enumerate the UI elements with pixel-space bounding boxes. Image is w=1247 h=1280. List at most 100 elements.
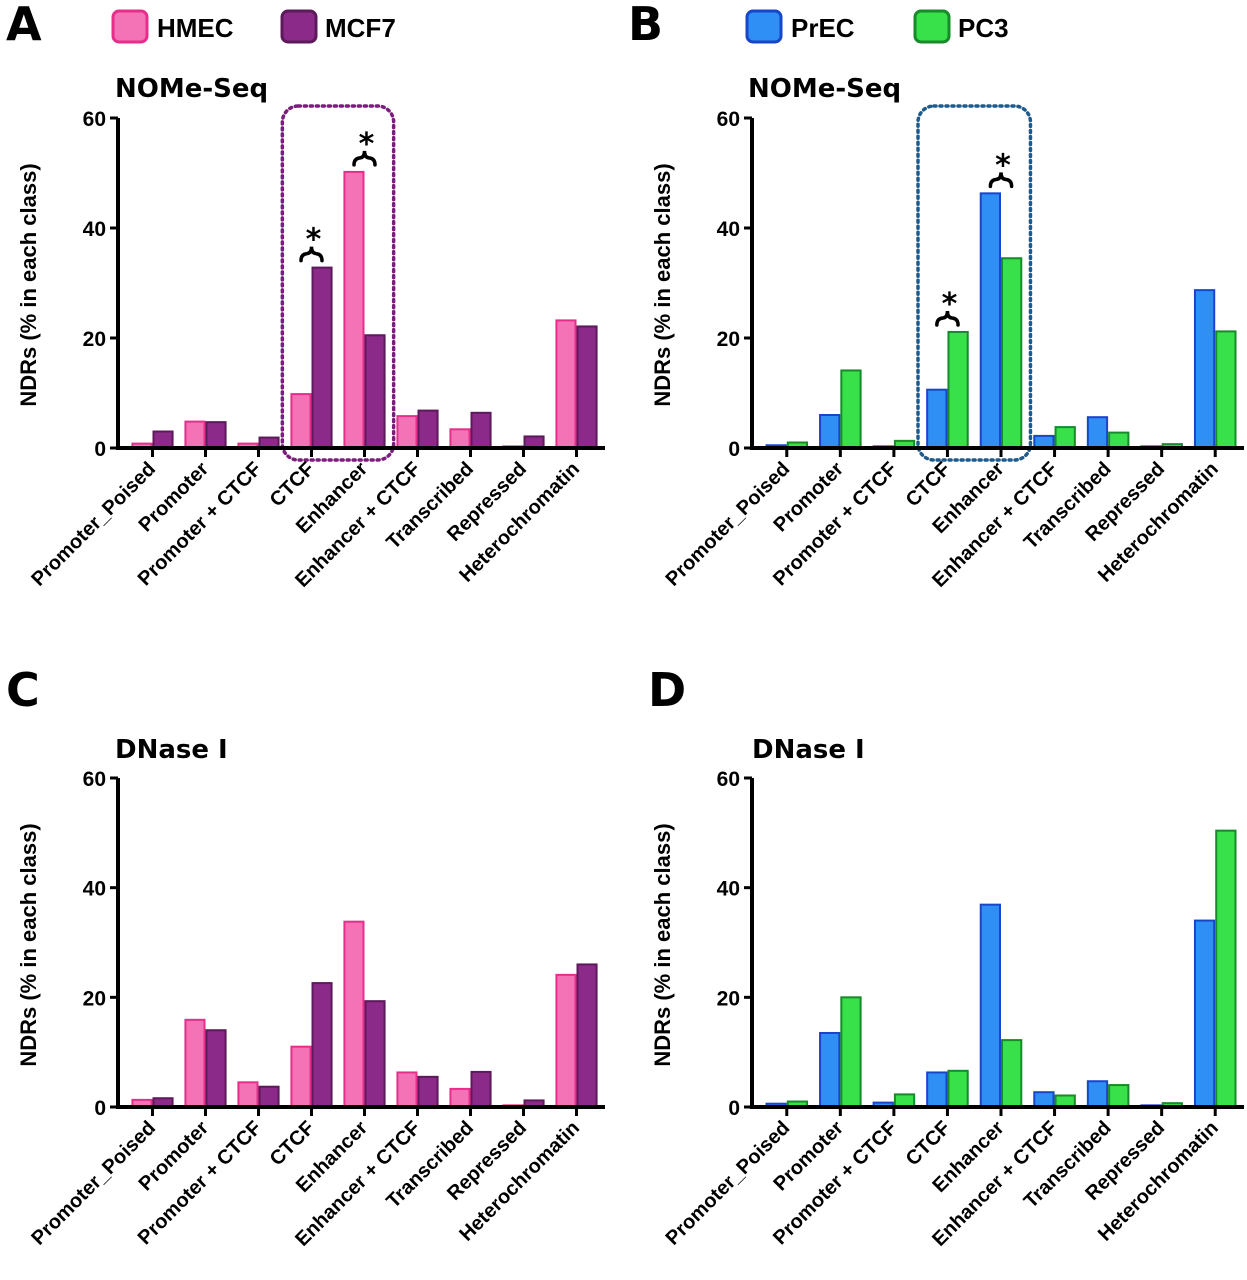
bar-b-pc3-5 [1054,426,1076,450]
bar-b-prec-1 [819,414,841,449]
legend-label-mcf7: MCF7 [325,13,396,43]
bar-d-prec-5 [1033,1091,1055,1108]
bar-d-prec-4 [979,903,1001,1108]
legend-swatch-hmec [111,9,149,44]
panel-letter-a: A [6,0,42,51]
bar-a-hmec-6 [449,428,471,449]
y-axis-label-d: NDRs (% in each class) [650,823,675,1066]
chart-title-a: NOMe-Seq [115,74,268,104]
bar-d-prec-8 [1193,919,1216,1108]
bar-b-pc3-6 [1108,431,1130,450]
y-tick-label-a-0: 0 [94,438,106,461]
bar-c-hmec-1 [184,1018,206,1108]
bar-b-pc3-1 [840,369,862,450]
bar-b-prec-6 [1086,416,1109,450]
bar-layer [131,170,1237,1109]
highlight-box-layer [280,104,1033,462]
highlight-box-b [916,104,1033,462]
bar-c-hmec-8 [555,973,577,1109]
legend-label-hmec: HMEC [157,13,234,43]
bar-d-prec-1 [819,1031,841,1108]
bar-a-hmec-5 [396,415,418,450]
bar-a-mcf7-4 [364,334,386,449]
bar-d-pc3-6 [1108,1084,1130,1108]
bar-d-prec-6 [1086,1080,1109,1109]
bar-b-prec-3 [926,388,948,450]
legend-swatch-prec [745,9,783,44]
bar-c-hmec-5 [396,1071,418,1108]
panel-letter-b: B [628,0,663,51]
legend-label-pc3: PC3 [958,13,1009,43]
legend-a: HMEC MCF7 [111,9,396,44]
bar-a-hmec-3 [290,393,312,450]
chart-title-c: DNase I [115,735,228,765]
chart-title-d: DNase I [752,735,865,765]
significance-brace-b-1 [988,172,1014,189]
bar-b-prec-4 [979,192,1001,449]
panel-letter-d: D [648,663,686,717]
bar-a-hmec-8 [555,319,577,449]
legend-label-prec: PrEC [791,13,855,43]
axes-layer [110,116,1244,1116]
significance-brace-a-1 [352,150,377,167]
bar-b-prec-8 [1193,289,1216,449]
bar-c-mcf7-6 [470,1070,492,1108]
y-tick-label-c-0: 0 [94,1097,106,1120]
bar-a-mcf7-3 [311,266,333,449]
bar-a-mcf7-8 [576,325,598,450]
significance-star-a-1: * [359,127,375,162]
y-tick-label-b-3: 60 [717,108,740,131]
legend-swatch-mcf7 [280,9,318,44]
bar-a-mcf7-1 [205,421,227,449]
bar-d-prec-3 [926,1071,948,1108]
y-tick-label-c-3: 60 [83,768,106,791]
y-tick-label-a-3: 60 [83,108,106,131]
bar-c-mcf7-5 [417,1075,439,1109]
bar-d-pc3-4 [1001,1039,1023,1109]
significance-star-a-0: * [306,223,322,258]
panel-letter-c: C [6,663,40,717]
bar-c-mcf7-4 [364,1000,386,1109]
bar-c-mcf7-3 [311,982,333,1108]
highlight-box-a [280,104,396,462]
bar-c-hmec-2 [237,1081,259,1108]
bar-b-pc3-8 [1215,330,1237,449]
significance-brace-a-0 [299,246,324,263]
bar-c-mcf7-1 [205,1029,227,1108]
legend-swatch-pc3 [913,9,951,44]
bar-c-hmec-3 [290,1045,312,1109]
bar-c-mcf7-8 [576,963,598,1109]
y-axis-label-c: NDRs (% in each class) [16,823,41,1066]
bar-a-mcf7-0 [152,430,174,449]
significance-brace-b-0 [935,310,960,327]
y-tick-label-c-2: 40 [83,878,106,901]
y-tick-label-c-1: 20 [83,987,106,1010]
bar-a-hmec-1 [184,420,206,450]
y-tick-label-a-2: 40 [83,218,106,241]
bar-c-hmec-4 [343,920,365,1108]
y-axis-label-a: NDRs (% in each class) [16,163,41,406]
y-tick-label-b-2: 40 [717,218,740,241]
chart-title-b: NOMe-Seq [748,74,901,104]
bar-d-pc3-3 [947,1069,969,1109]
y-tick-label-d-2: 40 [717,878,740,901]
y-axis-label-b: NDRs (% in each class) [650,163,675,406]
bar-a-mcf7-5 [417,409,439,450]
y-tick-label-d-3: 60 [717,768,740,791]
legend-b: PrEC PC3 [745,9,1009,44]
bar-d-pc3-1 [840,996,862,1108]
y-tick-label-d-0: 0 [728,1097,740,1120]
bar-c-hmec-6 [449,1087,471,1109]
y-tick-label-d-1: 20 [717,987,740,1010]
y-tick-label-b-0: 0 [728,438,740,461]
bar-b-pc3-4 [1001,257,1023,449]
significance-star-b-1: * [995,148,1011,183]
bar-c-mcf7-2 [258,1085,280,1109]
y-tick-label-a-1: 20 [83,328,106,351]
significance-star-b-0: * [942,287,958,322]
bar-d-pc3-8 [1215,829,1237,1108]
bar-a-mcf7-6 [470,411,492,449]
y-tick-label-b-1: 20 [717,328,740,351]
bar-b-pc3-3 [947,330,969,450]
